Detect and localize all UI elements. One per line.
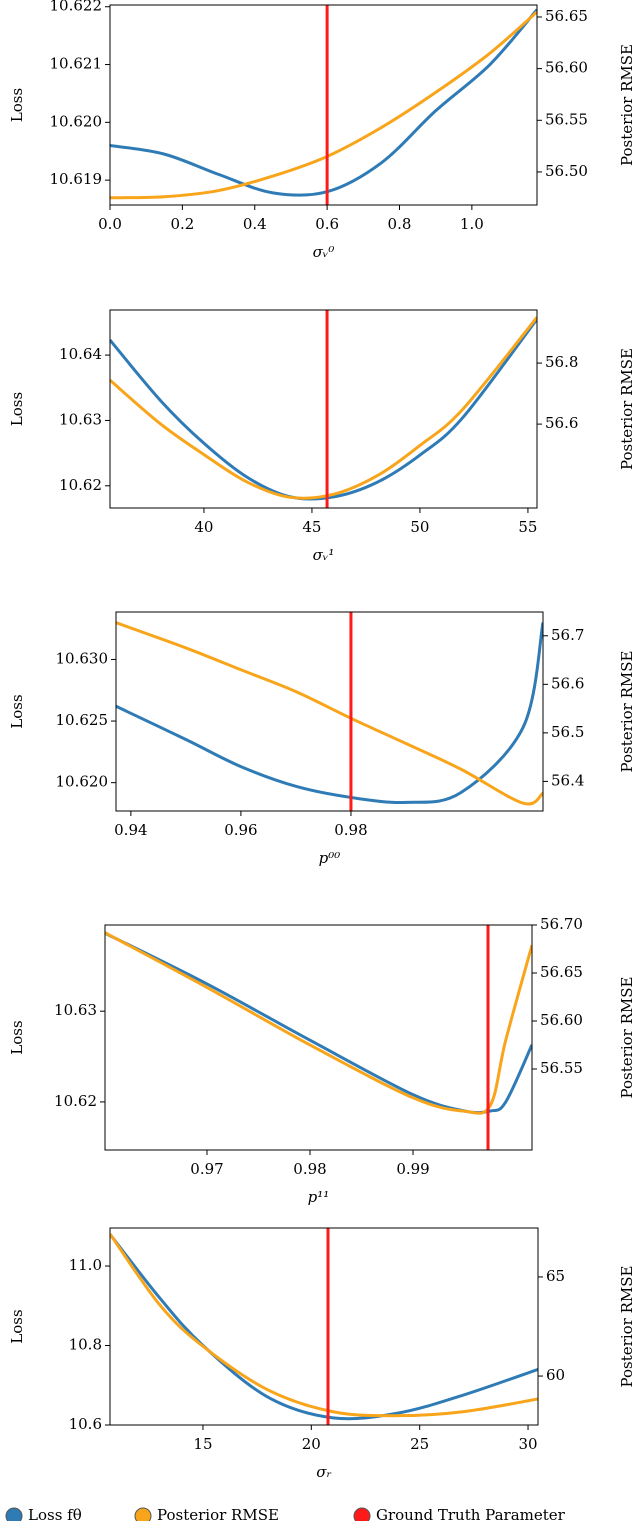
legend-marker [353,1507,371,1521]
legend-label: Loss fθ [28,1506,82,1521]
y-axis-label: Loss [8,694,26,728]
y-tick-label: 10.620 [56,773,109,791]
x-tick-label: 0.97 [190,1160,223,1178]
y-tick-label: 10.6 [69,1415,102,1433]
y-tick-label: 10.62 [59,476,102,494]
frame [109,309,538,509]
y2-axis-label: Posterior RMSE [618,651,636,773]
y-tick-label: 10.63 [59,410,102,428]
y2-tick-label: 60 [546,1366,565,1384]
frame [104,924,533,1151]
x-tick-label: 25 [410,1435,429,1453]
y2-tick-label: 56.60 [545,59,588,77]
y2-tick-label: 56.8 [545,353,578,371]
x-axis-label: σᵥ⁰ [313,243,335,261]
series-line [110,8,537,197]
x-tick-label: 1.0 [460,215,484,233]
y2-tick-label: 56.70 [540,915,583,933]
x-tick-label: 55 [518,518,537,536]
frame [109,4,538,206]
x-axis-label: σᵥ¹ [313,546,335,564]
x-tick-label: 0.98 [293,1160,326,1178]
frame [115,611,544,812]
y-tick-label: 10.630 [56,649,109,667]
y-tick-label: 10.625 [56,711,109,729]
y-tick-label: 10.622 [50,0,103,15]
x-tick-label: 50 [410,518,429,536]
y2-tick-label: 56.60 [540,1011,583,1029]
y2-tick-label: 56.50 [545,162,588,180]
x-tick-label: 0.0 [98,215,122,233]
y2-tick-label: 65 [546,1267,565,1285]
y2-axis-label: Posterior RMSE [618,1266,636,1388]
y-tick-label: 10.62 [54,1092,97,1110]
series-line [110,1233,538,1421]
x-tick-label: 0.8 [388,215,412,233]
y2-tick-label: 56.65 [545,7,588,25]
series-line [105,931,532,1115]
x-tick-label: 0.4 [243,215,267,233]
y2-tick-label: 56.7 [551,626,584,644]
x-tick-label: 0.94 [114,821,147,839]
x-tick-label: 0.6 [315,215,339,233]
y2-axis-label: Posterior RMSE [618,44,636,166]
y-axis-label: Loss [8,1020,26,1054]
y-axis-label: Loss [8,392,26,426]
y-tick-label: 10.64 [59,345,102,363]
y-axis-label: Loss [8,88,26,122]
x-tick-label: 0.99 [396,1160,429,1178]
series-line [110,318,537,501]
y-tick-label: 10.8 [69,1336,102,1354]
series-line [110,316,537,500]
x-tick-label: 40 [194,518,213,536]
y2-tick-label: 56.65 [540,963,583,981]
x-axis-label: p⁰⁰ [319,849,341,867]
series-line [105,931,532,1115]
series-line [116,622,543,805]
x-tick-label: 0.98 [334,821,367,839]
y2-axis-label: Posterior RMSE [618,977,636,1099]
series-line [110,10,537,200]
y2-tick-label: 56.5 [551,723,584,741]
y2-tick-label: 56.55 [545,110,588,128]
legend-marker [134,1507,152,1521]
y-tick-label: 10.619 [50,170,103,188]
y2-tick-label: 56.6 [551,674,584,692]
x-tick-label: 45 [302,518,321,536]
x-axis-label: p¹¹ [308,1188,330,1206]
y-tick-label: 10.63 [54,1001,97,1019]
frame [109,1227,539,1426]
y-tick-label: 10.620 [50,112,103,130]
legend-label: Posterior RMSE [157,1506,279,1521]
y2-tick-label: 56.4 [551,771,584,789]
y-axis-label: Loss [8,1309,26,1343]
x-axis-label: σᵣ [316,1463,331,1481]
x-tick-label: 15 [193,1435,212,1453]
x-tick-label: 30 [518,1435,537,1453]
series-line [110,1233,538,1418]
y2-tick-label: 56.55 [540,1059,583,1077]
y-tick-label: 10.621 [50,55,103,73]
y2-tick-label: 56.6 [545,414,578,432]
legend-marker [5,1507,23,1521]
x-tick-label: 20 [302,1435,321,1453]
series-line [116,621,543,806]
x-tick-label: 0.2 [170,215,194,233]
legend-label: Ground Truth Parameter [376,1506,566,1521]
y-tick-label: 11.0 [69,1256,102,1274]
y2-axis-label: Posterior RMSE [618,348,636,470]
x-tick-label: 0.96 [224,821,257,839]
